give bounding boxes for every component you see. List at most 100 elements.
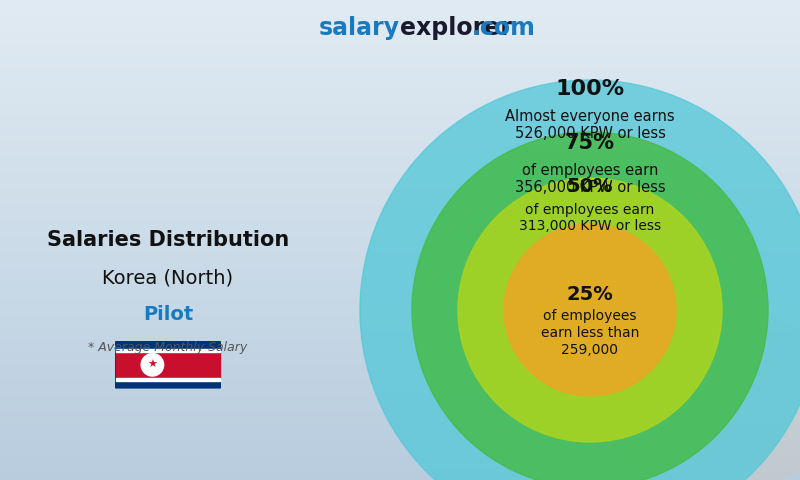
Bar [0,60,800,61]
Bar [0,23,800,24]
Bar [0,330,800,331]
Bar [0,287,800,288]
Circle shape [360,80,800,480]
Bar [0,131,800,132]
Bar [0,451,800,452]
Bar [0,409,800,410]
Bar [0,341,800,342]
Bar [0,464,800,465]
Bar [0,89,800,90]
Bar [0,230,800,231]
Bar [0,213,800,214]
Bar [0,373,800,374]
Bar [0,457,800,458]
Bar [0,445,800,446]
Bar [0,94,800,95]
Bar [0,384,800,385]
Bar [0,135,800,136]
Bar [0,274,800,275]
Bar [0,211,800,212]
Bar [0,181,800,182]
Bar [0,354,800,355]
Bar [0,151,800,152]
Bar [0,436,800,437]
Bar [0,73,800,74]
Bar [0,325,800,326]
Text: 50%: 50% [566,177,614,195]
Bar [0,381,800,382]
Bar [0,442,800,443]
Bar [0,152,800,153]
Bar [0,280,800,281]
Bar [0,36,800,37]
Bar [0,294,800,295]
Bar [0,220,800,221]
Bar [0,41,800,42]
Bar [0,356,800,357]
Bar [0,82,800,83]
Bar [0,111,800,112]
Bar [0,177,800,178]
Bar [0,30,800,31]
Bar [0,309,800,310]
Bar [0,237,800,238]
Bar [0,256,800,257]
Bar [0,477,800,478]
Bar [0,437,800,438]
Bar [0,390,800,391]
Bar [0,252,800,253]
Bar [116,378,220,381]
Bar [0,195,800,196]
Bar [0,22,800,23]
Bar [0,326,800,327]
Bar [0,145,800,146]
Bar [0,9,800,10]
Bar [0,105,800,106]
Bar [0,13,800,14]
Bar [0,335,800,336]
Bar [0,147,800,148]
Bar [0,107,800,108]
Bar [0,140,800,141]
Bar [0,361,800,362]
Bar [0,217,800,218]
Bar [0,119,800,120]
Bar [0,435,800,436]
Bar [0,212,800,213]
Bar [0,472,800,473]
Bar [0,21,800,22]
Bar [0,189,800,190]
Bar [0,7,800,8]
Bar [0,452,800,453]
Bar [0,93,800,94]
Bar [0,476,800,477]
Text: 356,000 KPW or less: 356,000 KPW or less [514,180,666,194]
Bar [0,370,800,371]
Bar [0,319,800,320]
Bar [0,182,800,183]
Bar [0,162,800,163]
Bar [0,438,800,439]
Bar [0,222,800,223]
Bar [0,216,800,217]
Bar [0,246,800,247]
Bar [0,425,800,426]
Bar [0,265,800,266]
Bar [0,101,800,102]
Bar [0,421,800,422]
Bar [0,364,800,365]
Bar [0,412,800,413]
Bar [0,444,800,445]
Bar [0,363,800,364]
Bar [0,295,800,296]
Bar [0,124,800,125]
Bar [0,201,800,202]
Text: salary: salary [319,16,400,40]
Text: 526,000 KPW or less: 526,000 KPW or less [514,125,666,141]
Bar [0,45,800,46]
Bar [0,423,800,424]
Bar [0,320,800,321]
Bar [0,447,800,448]
Text: of employees: of employees [543,309,637,323]
Text: 259,000: 259,000 [562,343,618,357]
